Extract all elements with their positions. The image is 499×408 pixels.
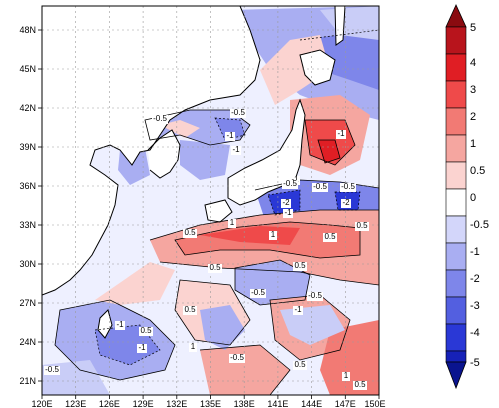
contour-label: 0.5 <box>209 263 221 272</box>
colorbar-label: -4 <box>470 327 480 339</box>
colorbar-swatch <box>445 80 467 109</box>
lon-tick-label: 129E <box>133 399 154 408</box>
contour-label: 0.5 <box>294 360 306 369</box>
latitude-labels: 48N 45N 42N 39N 36N 33N 30N 27N 24N 21N <box>19 25 36 386</box>
lat-tick-label: 33N <box>19 220 36 230</box>
contour-label: -0.5 <box>308 291 322 300</box>
contour-label: -0.5 <box>283 179 297 188</box>
contour-label: -1 <box>116 320 124 329</box>
lat-tick-label: 27N <box>19 298 36 308</box>
longitude-labels: 120E 123E 126E 129E 132E 135E 138E 141E … <box>31 399 385 408</box>
colorbar-swatch <box>445 134 467 163</box>
contour-label: -0.5 <box>313 182 327 191</box>
contour-labels: -0.5 -0.5 -1 -1 -1 -0.5 -0.5 -0.5 -2 -2 … <box>44 108 369 390</box>
contour-label: -1 <box>294 305 302 314</box>
colorbar-label: -2 <box>470 273 480 285</box>
contour-label: 0.5 <box>294 261 306 270</box>
tick-marks <box>38 29 380 399</box>
colorbar-label: 5 <box>470 22 476 34</box>
colorbar-label: -5 <box>470 357 480 369</box>
colorbar-label: 3 <box>470 84 476 96</box>
contour-label: -0.5 <box>45 365 59 374</box>
contour-label: -1 <box>232 145 240 154</box>
contour-label: -0.5 <box>341 182 355 191</box>
colorbar-swatch <box>445 323 467 352</box>
colorbar-label: -3 <box>470 300 480 312</box>
colorbar-swatch <box>445 26 467 55</box>
colorbar-label: -1 <box>470 246 480 258</box>
colorbar-arrow-bottom <box>445 361 467 390</box>
map-panel: -0.5 -0.5 -1 -1 -1 -0.5 -0.5 -0.5 -2 -2 … <box>42 6 379 395</box>
contour-label: -1 <box>291 175 299 184</box>
lon-tick-label: 144E <box>301 399 322 408</box>
contour-label: -1 <box>337 129 345 138</box>
colorbar-label: 0.5 <box>470 165 485 177</box>
contour-label: 0.5 <box>324 232 336 241</box>
contour-label: -0.5 <box>251 288 265 297</box>
colorbar-swatch <box>445 188 467 217</box>
colorbar-label: 2 <box>470 111 476 123</box>
lon-tick-label: 138E <box>234 399 255 408</box>
contour-label: 0.5 <box>184 305 196 314</box>
contour-label: 0.5 <box>184 228 196 237</box>
colorbar-label: 1 <box>470 138 476 150</box>
coastlines <box>42 6 346 339</box>
lat-tick-label: 48N <box>19 25 36 35</box>
colorbar-swatch <box>445 350 467 363</box>
colorbar-swatch <box>445 215 467 244</box>
lat-tick-label: 45N <box>19 64 36 74</box>
contour-label: -0.5 <box>153 114 167 123</box>
lat-tick-label: 39N <box>19 142 36 152</box>
contour-label: 0.5 <box>354 380 366 389</box>
lat-tick-label: 30N <box>19 259 36 269</box>
contour-label: 1 <box>344 371 349 380</box>
land-mask <box>42 6 345 338</box>
contour-label: 1 <box>230 218 235 227</box>
contour-label: -2 <box>342 198 350 207</box>
lon-tick-label: 126E <box>99 399 120 408</box>
lat-tick-label: 42N <box>19 103 36 113</box>
contour-label: -0.5 <box>231 108 245 117</box>
colorbar-swatch <box>445 53 467 82</box>
contour-label: 0.5 <box>140 326 152 335</box>
lon-tick-label: 150E <box>364 399 385 408</box>
lon-tick-label: 135E <box>200 399 221 408</box>
lon-tick-label: 141E <box>267 399 288 408</box>
contour-label: -1 <box>138 343 146 352</box>
colorbar-swatch <box>445 269 467 298</box>
colorbar-label: 4 <box>470 57 476 69</box>
contour-label: 1 <box>271 230 276 239</box>
contour-label: 1 <box>191 342 196 351</box>
lat-tick-label: 36N <box>19 181 36 191</box>
colorbar-swatch <box>445 161 467 190</box>
contour-label: 0.5 <box>356 221 368 230</box>
lon-tick-label: 132E <box>166 399 187 408</box>
contour-label: -0.5 <box>230 353 244 362</box>
lon-tick-label: 123E <box>65 399 86 408</box>
contour-label: -1 <box>284 208 292 217</box>
contour-label: -1 <box>226 131 234 140</box>
lat-tick-label: 21N <box>19 376 36 386</box>
colorbar-swatch <box>445 296 467 325</box>
colorbar-swatch <box>445 107 467 136</box>
lon-tick-label: 120E <box>31 399 52 408</box>
colorbar-swatch <box>445 242 467 271</box>
contour-label: -2 <box>282 198 290 207</box>
colorbar-label: 0 <box>470 192 476 204</box>
lat-tick-label: 24N <box>19 337 36 347</box>
colorbar-label: -0.5 <box>470 219 489 231</box>
lon-tick-label: 147E <box>335 399 356 408</box>
colorbar: 5 4 3 2 1 0.5 0 -0.5 -1 -2 -3 -4 -5 <box>445 4 489 390</box>
colorbar-arrow-top <box>445 4 467 28</box>
